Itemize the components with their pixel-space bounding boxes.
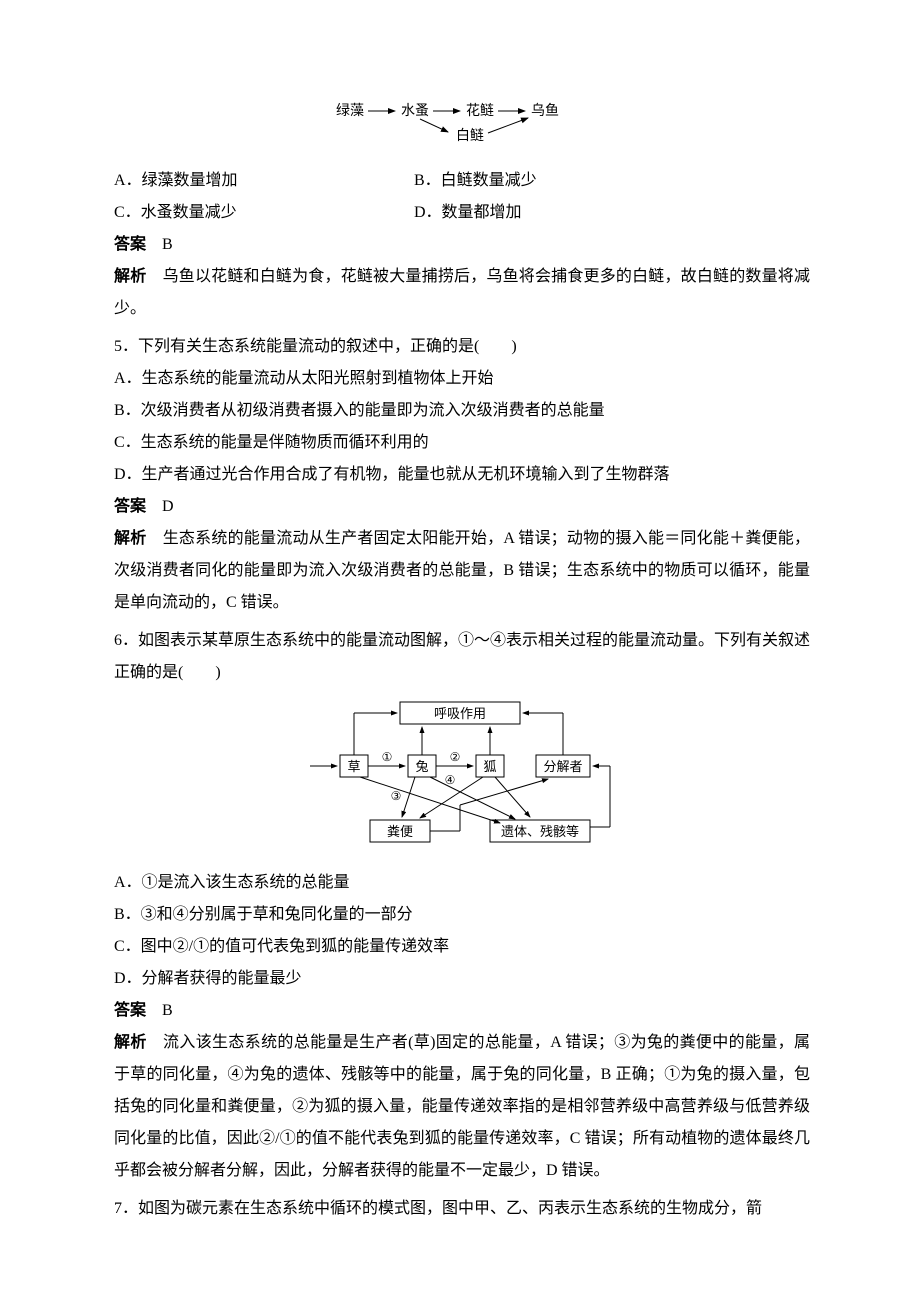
q4-option-row-1: A．绿藻数量增加 B．白鲢数量减少 [114,165,810,197]
q4-option-row-2: C．水蚤数量减少 D．数量都增加 [114,197,810,229]
node-decomp: 分解者 [543,759,582,774]
q4-answer-line: 答案 B [114,229,810,261]
q4-option-d: D．数量都增加 [414,197,810,229]
answer-label: 答案 [114,1002,146,1019]
q6-option-b: B．③和④分别属于草和兔同化量的一部分 [114,899,810,931]
label-1: ① [382,750,393,764]
q6-answer-line: 答案 B [114,995,810,1027]
q4-explain-text: 乌鱼以花鲢和白鲢为食，花鲢被大量捕捞后，乌鱼将会捕食更多的白鲢，故白鲢的数量将减… [114,268,810,317]
q6-explain-text: 流入该生态系统的总能量是生产者(草)固定的总能量，A 错误；③为兔的粪便中的能量… [114,1034,810,1179]
q6-stem: 6．如图表示某草原生态系统中的能量流动图解，①～④表示相关过程的能量流动量。下列… [114,625,810,689]
node-remains: 遗体、残骸等 [501,824,579,839]
q5-stem: 5．下列有关生态系统能量流动的叙述中，正确的是( ) [114,331,810,363]
node-grass: 草 [347,759,360,774]
q6-option-c: C．图中②/①的值可代表兔到狐的能量传递效率 [114,931,810,963]
explain-label: 解析 [114,268,146,285]
q4-option-b: B．白鲢数量减少 [414,165,810,197]
label-3: ③ [391,789,402,803]
q5-option-d: D．生产者通过光合作用合成了有机物，能量也就从无机环境输入到了生物群落 [114,459,810,491]
answer-label: 答案 [114,498,146,515]
q5-explain-text: 生态系统的能量流动从生产者固定太阳能开始，A 错误；动物的摄入能＝同化能＋粪便能… [114,530,810,611]
node-flea: 水蚤 [401,103,429,119]
explain-label: 解析 [114,1034,147,1051]
q5-answer-line: 答案 D [114,491,810,523]
q6-answer-value: B [162,1002,173,1019]
node-silver: 花鲢 [466,103,494,119]
label-4: ④ [445,773,456,787]
q4-option-a: A．绿藻数量增加 [114,165,414,197]
q7-stem: 7．如图为碳元素在生态系统中循环的模式图，图中甲、乙、丙表示生态系统的生物成分，… [114,1193,810,1225]
food-chain-diagram: 绿藻 水蚤 花鲢 乌鱼 白鲢 [110,100,810,157]
answer-label: 答案 [114,236,146,253]
q6-option-d: D．分解者获得的能量最少 [114,963,810,995]
q5-option-a: A．生态系统的能量流动从太阳光照射到植物体上开始 [114,363,810,395]
node-resp: 呼吸作用 [434,706,486,721]
node-fox: 狐 [483,759,496,774]
node-algae: 绿藻 [336,103,364,119]
node-feces: 粪便 [387,824,413,839]
label-2: ② [450,750,461,764]
node-black: 乌鱼 [531,102,559,119]
q5-option-b: B．次级消费者从初级消费者摄入的能量即为流入次级消费者的总能量 [114,395,810,427]
q5-answer-value: D [162,498,174,515]
q5-option-c: C．生态系统的能量是伴随物质而循环利用的 [114,427,810,459]
explain-label: 解析 [114,530,146,547]
node-rabbit: 兔 [415,759,428,774]
q6-explain: 解析 流入该生态系统的总能量是生产者(草)固定的总能量，A 错误；③为兔的粪便中… [114,1027,810,1187]
q4-option-c: C．水蚤数量减少 [114,197,414,229]
energy-flow-diagram: 呼吸作用 草 兔 狐 分解者 粪便 遗体、残骸等 ① ② ③ ④ [110,697,810,859]
q5-explain: 解析 生态系统的能量流动从生产者固定太阳能开始，A 错误；动物的摄入能＝同化能＋… [114,523,810,619]
node-white: 白鲢 [456,128,484,144]
q4-answer-value: B [162,236,173,253]
q4-explain: 解析 乌鱼以花鲢和白鲢为食，花鲢被大量捕捞后，乌鱼将会捕食更多的白鲢，故白鲢的数… [114,261,810,325]
q6-option-a: A．①是流入该生态系统的总能量 [114,867,810,899]
